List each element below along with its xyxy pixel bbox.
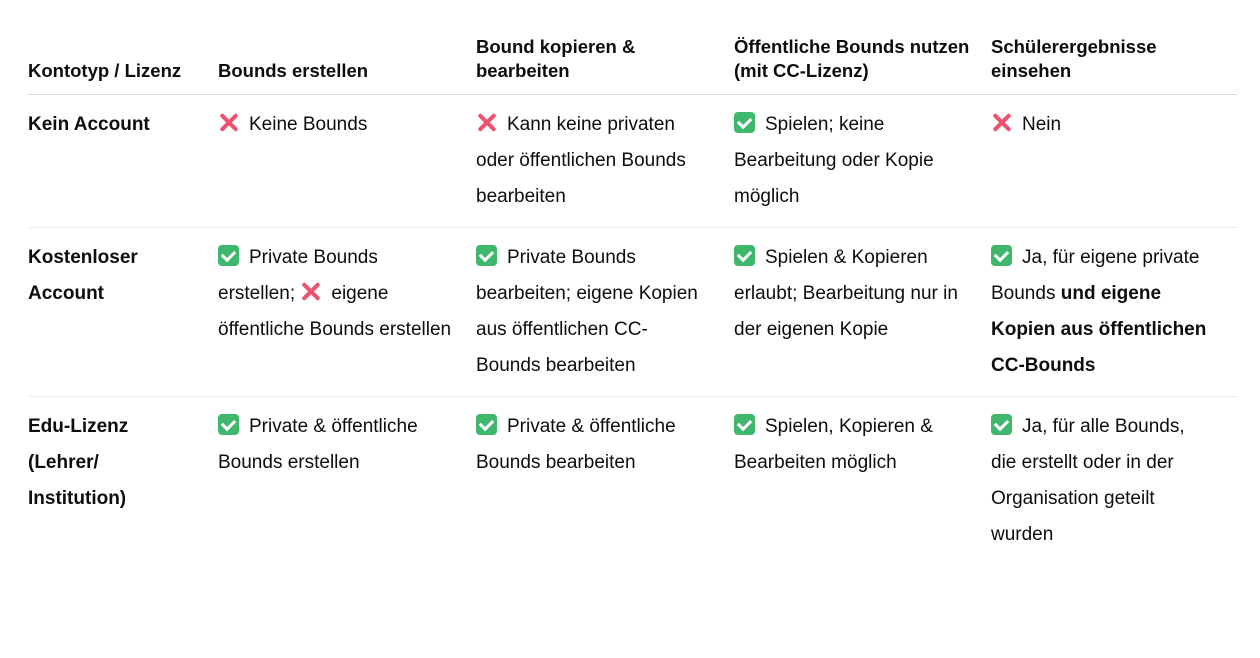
cell-text: Spielen; keine Bearbeitung oder Kopie mö… — [734, 114, 934, 207]
table-cell: Private & öffentliche Bounds bearbeiten — [476, 397, 734, 566]
header-row: Kontotyp / Lizenz Bounds erstellen Bound k… — [28, 0, 1237, 95]
column-header: Bound kopieren & bearbeiten — [476, 0, 734, 95]
check-mark-icon — [734, 245, 755, 266]
table-cell: Private Bounds erstellen; eigene öffentl… — [218, 227, 476, 397]
column-header: Öffentliche Bounds nutzen (mit CC-Lizenz… — [734, 0, 991, 95]
cell-text: Kann keine privaten oder öffentlichen Bo… — [476, 114, 686, 207]
table-cell: Ja, für alle Bounds, die erstellt oder i… — [991, 397, 1237, 566]
table-cell: Kann keine privaten oder öffentlichen Bo… — [476, 94, 734, 228]
check-mark-icon — [734, 414, 755, 435]
table-cell: Spielen, Kopieren & Bearbeiten möglich — [734, 397, 991, 566]
account-type-cell: Edu-Lizenz (Lehrer/ Institution) — [28, 416, 129, 509]
license-comparison-table: Kontotyp / Lizenz Bounds erstellen Bound k… — [28, 0, 1237, 565]
cell-text: Keine Bounds — [249, 114, 368, 135]
table-cell: Spielen & Kopieren erlaubt; Bearbeitung … — [734, 227, 991, 397]
table-cell: Keine Bounds — [218, 94, 476, 228]
cross-mark-icon — [991, 112, 1012, 133]
cell-text: Private Bounds bearbeiten; eigene Kopien… — [476, 247, 698, 376]
check-mark-icon — [218, 414, 239, 435]
table-cell: Spielen; keine Bearbeitung oder Kopie mö… — [734, 94, 991, 228]
column-header: Bounds erstellen — [218, 0, 476, 95]
table-row: Kein Account Keine Bounds Kann keine priva… — [28, 94, 1237, 228]
table-cell: Nein — [991, 94, 1237, 228]
check-mark-icon — [991, 414, 1012, 435]
column-header: Kontotyp / Lizenz — [28, 0, 218, 95]
table-cell: Private & öffentliche Bounds erstellen — [218, 397, 476, 566]
cross-mark-icon — [476, 112, 497, 133]
cell-text: Ja, für eigene private Bounds — [991, 247, 1200, 304]
check-mark-icon — [734, 112, 755, 133]
account-type-cell: Kein Account — [28, 94, 218, 228]
cross-mark-icon — [218, 112, 239, 133]
check-mark-icon — [476, 245, 497, 266]
table-row: Kostenloser Account Private Bounds erstel… — [28, 227, 1237, 397]
check-mark-icon — [218, 245, 239, 266]
cell-text: Private & öffentliche Bounds bearbeiten — [476, 416, 676, 473]
cell-text: Ja, für alle Bounds, die erstellt oder i… — [991, 416, 1185, 545]
account-type-cell: Kostenloser Account — [28, 227, 218, 397]
check-mark-icon — [991, 245, 1012, 266]
column-header: Schülerergebnisse einsehen — [991, 0, 1237, 95]
table-cell: Private Bounds bearbeiten; eigene Kopien… — [476, 227, 734, 397]
cell-text: eigene öffentliche Bounds erstellen — [218, 283, 452, 340]
cell-text: Private & öffentliche Bounds erstellen — [218, 416, 418, 473]
cell-text: Nein — [1022, 114, 1062, 135]
cell-text-bold: und eigene Kopien aus öffentlichen CC-Bo… — [991, 283, 1207, 376]
cell-text: Private Bounds erstellen; — [218, 247, 378, 304]
cell-text: Spielen & Kopieren erlaubt; Bearbeitung … — [734, 247, 958, 340]
cell-text: Spielen, Kopieren & Bearbeiten möglich — [734, 416, 933, 473]
cross-mark-icon — [300, 281, 321, 302]
table-row: Edu-Lizenz (Lehrer/ Institution) Private … — [28, 397, 1237, 566]
check-mark-icon — [476, 414, 497, 435]
table-cell: Ja, für eigene private Bounds und eigene… — [991, 227, 1237, 397]
